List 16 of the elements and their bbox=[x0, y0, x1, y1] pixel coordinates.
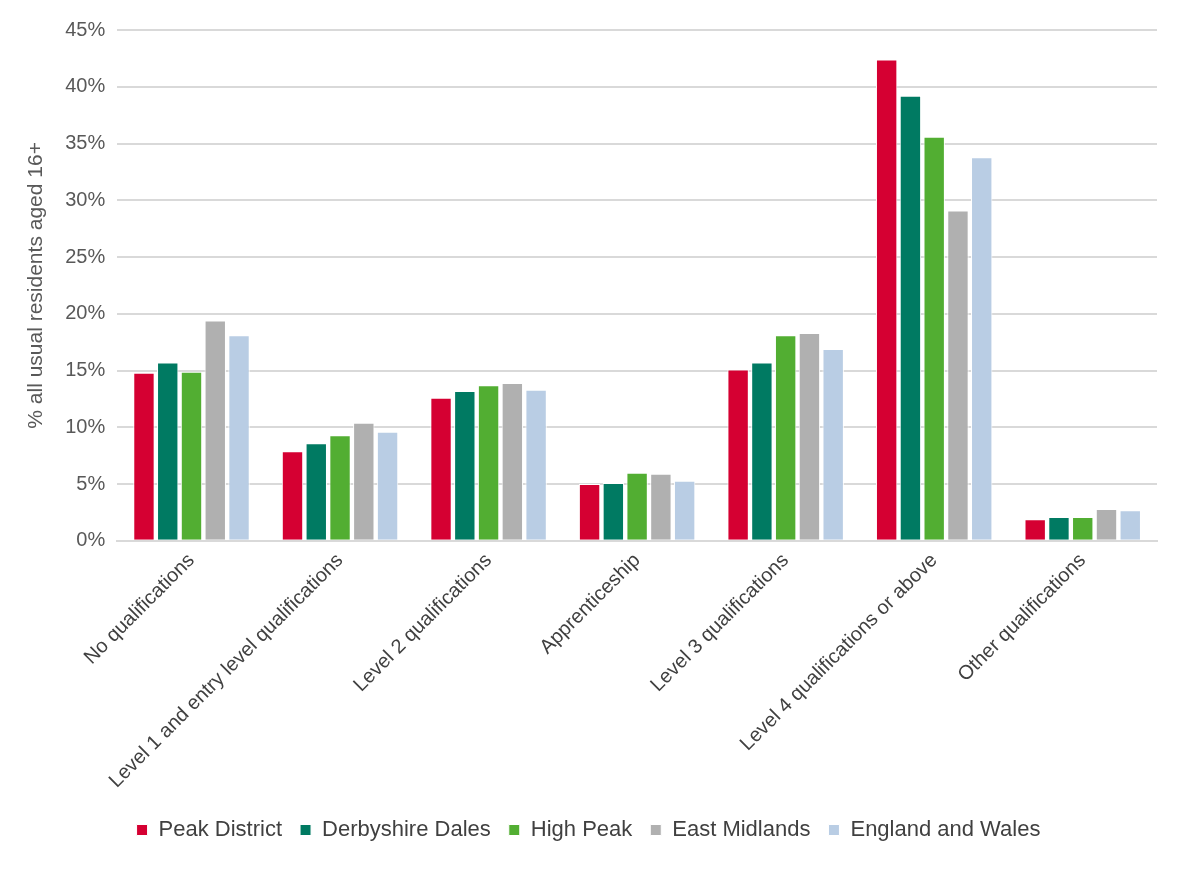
y-tick-label: 5% bbox=[76, 471, 106, 494]
y-tick-label: 25% bbox=[65, 244, 106, 267]
y-tick-label: 15% bbox=[65, 358, 106, 381]
legend-label: High Peak bbox=[530, 816, 634, 842]
y-tick-label: 35% bbox=[65, 131, 106, 154]
y-tick-label: 0% bbox=[76, 528, 106, 551]
legend-label: Derbyshire Dales bbox=[322, 816, 491, 842]
y-tick-label: 30% bbox=[65, 187, 106, 210]
y-tick-label: 10% bbox=[65, 414, 106, 437]
legend-label: Peak District bbox=[158, 816, 283, 842]
legend-label: England and Wales bbox=[850, 816, 1041, 842]
y-tick-label: 20% bbox=[65, 301, 106, 324]
legend-label: East Midlands bbox=[672, 816, 811, 842]
y-tick-label: 40% bbox=[65, 74, 106, 97]
y-tick-label: 45% bbox=[65, 17, 106, 40]
y-axis-title: % all usual residents aged 16+ bbox=[23, 142, 47, 429]
